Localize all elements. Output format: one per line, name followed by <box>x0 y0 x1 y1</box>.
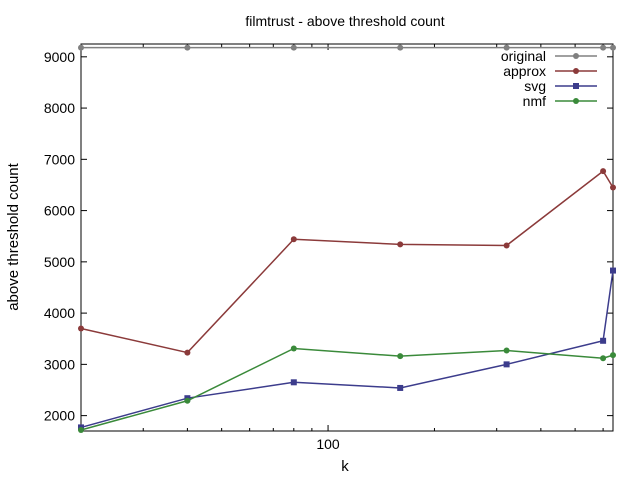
legend-swatch-marker <box>573 68 579 74</box>
data-point-nmf <box>503 347 510 354</box>
data-point-svg <box>600 337 607 344</box>
y-tick-label: 6000 <box>44 203 75 219</box>
data-point-approx <box>610 184 616 191</box>
data-point-svg <box>290 379 297 386</box>
series-line-approx <box>80 170 614 354</box>
series-line-nmf <box>80 347 614 431</box>
y-tick-label: 4000 <box>44 305 75 321</box>
series-svg <box>78 267 616 431</box>
data-point-approx <box>503 242 510 249</box>
series-nmf <box>78 345 616 433</box>
series-approx <box>78 168 616 356</box>
data-point-nmf <box>600 355 607 362</box>
data-point-nmf <box>184 397 191 404</box>
legend-label: svg <box>524 78 546 94</box>
data-point-original <box>397 44 404 51</box>
plot-frame <box>80 43 614 432</box>
data-point-nmf <box>610 352 616 359</box>
data-point-original <box>78 44 84 51</box>
y-tick-label: 2000 <box>44 408 75 424</box>
data-point-nmf <box>78 426 84 433</box>
data-point-approx <box>600 168 607 175</box>
data-point-nmf <box>397 353 404 360</box>
data-point-approx <box>184 349 191 356</box>
y-tick-label: 9000 <box>44 49 75 65</box>
legend-swatch-marker <box>573 83 579 89</box>
legend-entry-approx: approx <box>503 63 597 79</box>
data-point-original <box>610 44 616 51</box>
legend-entry-original: original <box>501 48 597 64</box>
legend-label: nmf <box>523 93 546 109</box>
series-original <box>78 44 616 51</box>
legend-label: approx <box>503 63 546 79</box>
axes: 2000 3000 4000 5000 6000 7000 8000 9000 100 <box>44 43 614 452</box>
series-line-svg <box>80 270 614 429</box>
legend-swatch-marker <box>573 98 579 104</box>
y-tick-label: 5000 <box>44 254 75 270</box>
data-point-svg <box>610 267 616 274</box>
data-point-original <box>503 44 510 51</box>
data-point-nmf <box>290 345 297 352</box>
y-axis-label: above threshold count <box>5 162 22 310</box>
chart-title: filmtrust - above threshold count <box>245 13 444 29</box>
x-axis-label: k <box>341 458 349 475</box>
x-tick-label: 100 <box>316 436 340 452</box>
series-layer <box>78 44 616 433</box>
data-point-approx <box>397 241 404 248</box>
legend-entry-nmf: nmf <box>523 93 597 109</box>
data-point-approx <box>78 325 84 332</box>
data-point-original <box>184 44 191 51</box>
data-point-svg <box>397 384 404 391</box>
legend-swatch-marker <box>573 53 579 59</box>
y-tick-label: 8000 <box>44 100 75 116</box>
y-tick-label: 3000 <box>44 356 75 372</box>
data-point-svg <box>503 361 510 368</box>
data-point-approx <box>290 236 297 243</box>
legend-label: original <box>501 48 546 64</box>
data-point-original <box>600 44 607 51</box>
legend-entry-svg: svg <box>524 78 597 94</box>
y-tick-label: 7000 <box>44 151 75 167</box>
data-point-original <box>290 44 297 51</box>
